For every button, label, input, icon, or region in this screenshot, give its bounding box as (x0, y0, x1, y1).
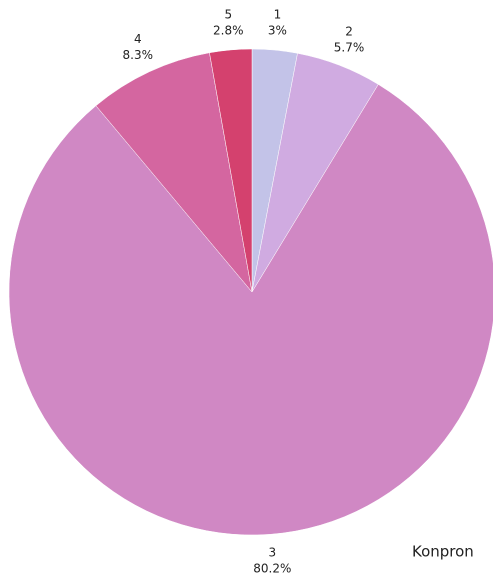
annotation: Konpron (412, 543, 474, 561)
slice-value-label: 8.3% (123, 48, 154, 62)
slice-value-label: 2.8% (213, 24, 244, 38)
slice-value-label: 5.7% (334, 41, 365, 55)
slice-value-label: 3% (268, 24, 287, 38)
slice (8, 84, 493, 536)
slice-label: 4 (134, 32, 142, 46)
slice-label: 5 (224, 8, 232, 22)
slice-label: 1 (274, 8, 282, 22)
slice-value-label: 80.2% (253, 562, 291, 576)
slice (209, 48, 253, 293)
slice-label: 2 (345, 25, 353, 39)
slice-label: 3 (269, 546, 277, 560)
slices (8, 48, 493, 536)
slice (95, 52, 253, 293)
